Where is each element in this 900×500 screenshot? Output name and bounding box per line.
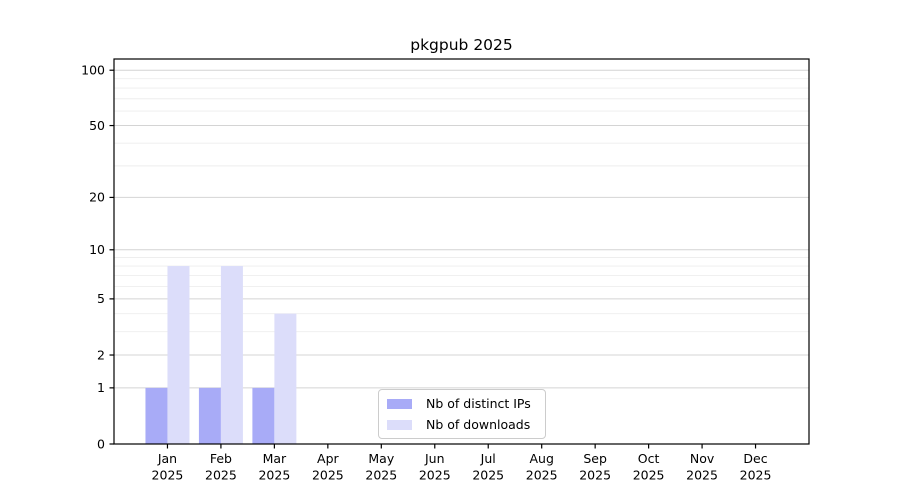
bar-downloads xyxy=(167,266,190,444)
x-tick-label: Jun 2025 xyxy=(419,451,451,483)
x-tick-label: Feb 2025 xyxy=(205,451,237,483)
plot-frame xyxy=(113,58,810,445)
legend: Nb of distinct IPs Nb of downloads xyxy=(378,389,546,439)
legend-swatch-distinct-ips xyxy=(387,398,412,409)
x-tick-label: Nov 2025 xyxy=(686,451,718,483)
legend-item-distinct-ips: Nb of distinct IPs xyxy=(385,395,539,412)
y-tick-label: 0 xyxy=(97,436,105,451)
x-tick-label: Jan 2025 xyxy=(152,451,184,483)
x-tick-label: Mar 2025 xyxy=(258,451,290,483)
legend-item-downloads: Nb of downloads xyxy=(385,416,539,433)
bar-distinct-ips xyxy=(198,387,221,444)
y-tick-label: 1 xyxy=(97,380,105,395)
x-tick-label: May 2025 xyxy=(365,451,397,483)
legend-swatch-downloads xyxy=(387,419,412,430)
y-tick-label: 10 xyxy=(89,242,105,257)
y-tick-label: 50 xyxy=(89,118,105,133)
x-tick-label: Apr 2025 xyxy=(312,451,344,483)
x-tick-label: Jul 2025 xyxy=(472,451,504,483)
y-tick-label: 100 xyxy=(81,63,105,78)
y-tick-label: 2 xyxy=(97,347,105,362)
x-tick-label: Oct 2025 xyxy=(633,451,665,483)
legend-label-downloads: Nb of downloads xyxy=(426,417,531,432)
bar-distinct-ips xyxy=(252,387,275,444)
bar-distinct-ips xyxy=(145,387,168,444)
bar-downloads xyxy=(274,313,297,444)
legend-label-distinct-ips: Nb of distinct IPs xyxy=(426,396,531,411)
y-tick-label: 5 xyxy=(97,291,105,306)
x-tick-label: Sep 2025 xyxy=(579,451,611,483)
chart-title: pkgpub 2025 xyxy=(410,36,513,54)
y-tick-label: 20 xyxy=(89,190,105,205)
bar-downloads xyxy=(220,266,243,444)
x-tick-label: Dec 2025 xyxy=(740,451,772,483)
x-tick-label: Aug 2025 xyxy=(526,451,558,483)
